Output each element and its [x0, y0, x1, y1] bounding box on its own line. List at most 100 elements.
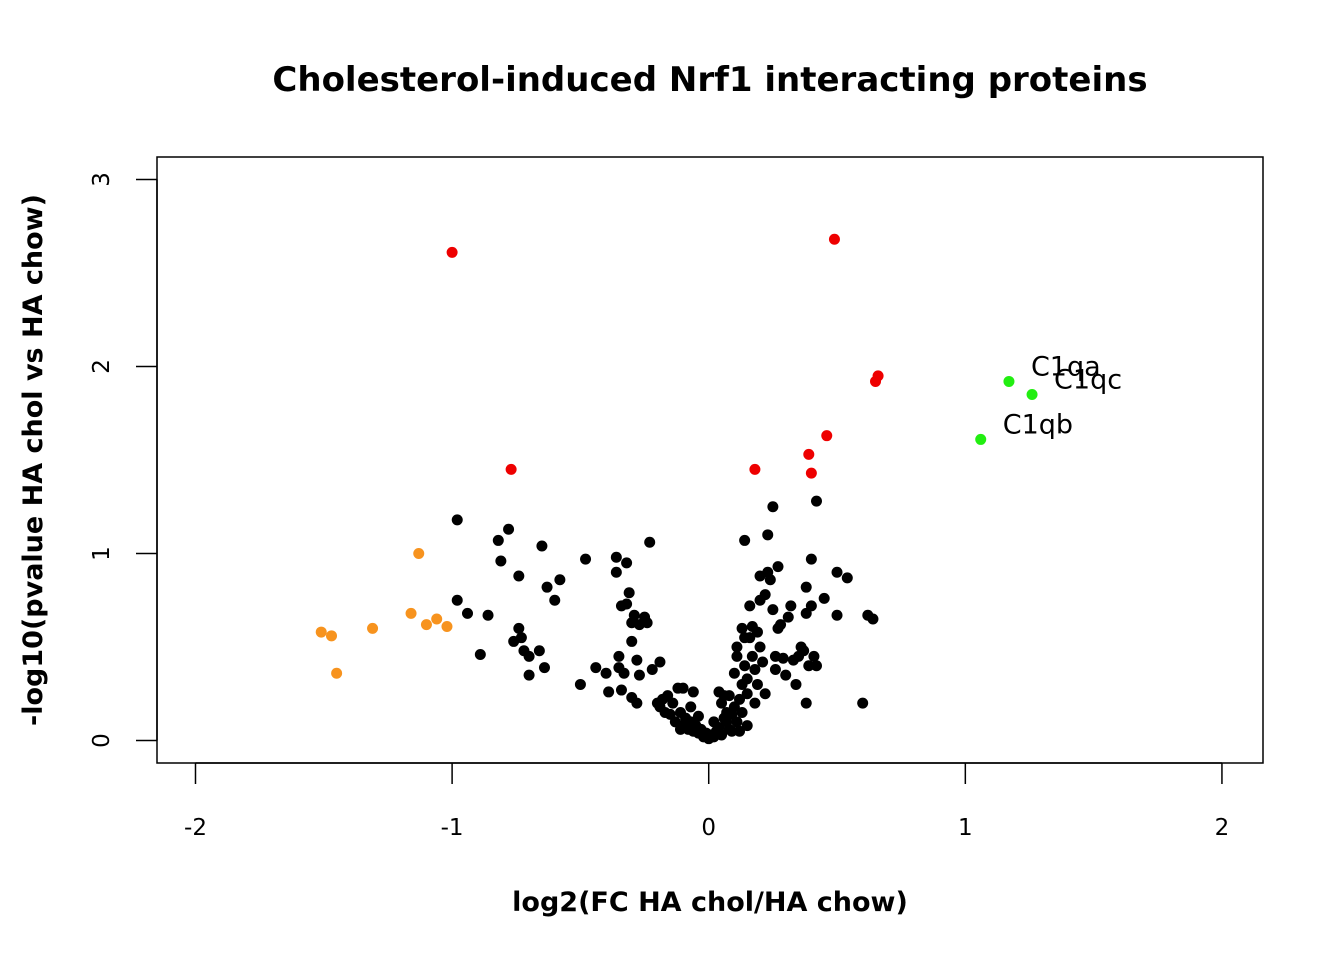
black-point [474, 649, 486, 661]
black-point [767, 501, 779, 513]
point-label-c1qc: C1qc [1054, 365, 1122, 396]
red-point [805, 467, 817, 479]
black-point [610, 566, 622, 578]
black-point [646, 663, 658, 675]
red-point [828, 233, 840, 245]
plot-frame [156, 156, 1264, 764]
black-point [805, 600, 817, 612]
black-point [541, 581, 553, 593]
black-point [734, 725, 746, 737]
x-tick-label: 1 [958, 815, 973, 841]
black-point [687, 686, 699, 698]
black-point [731, 650, 743, 662]
black-point [462, 607, 474, 619]
black-point [857, 697, 869, 709]
black-point [621, 598, 633, 610]
black-point [800, 697, 812, 709]
black-point [772, 561, 784, 573]
black-point [759, 589, 771, 601]
black-point [739, 534, 751, 546]
red-point [446, 246, 458, 258]
black-point [777, 652, 789, 664]
black-point [769, 663, 781, 675]
x-tick-label: -1 [441, 815, 464, 841]
y-tick-label: 3 [89, 172, 115, 187]
black-point [554, 574, 566, 586]
black-point [667, 697, 679, 709]
orange-point [413, 548, 425, 560]
green-point [1026, 389, 1038, 401]
black-point [451, 514, 463, 526]
black-point [513, 570, 525, 582]
black-point [818, 592, 830, 604]
black-point [790, 678, 802, 690]
black-point [590, 662, 602, 674]
black-point [726, 725, 738, 737]
black-point [685, 701, 697, 713]
black-point [810, 495, 822, 507]
orange-point [420, 619, 432, 631]
black-point [831, 566, 843, 578]
black-point [744, 632, 756, 644]
black-point [736, 622, 748, 634]
y-tick-label: 0 [89, 733, 115, 748]
black-point [800, 581, 812, 593]
red-point [803, 448, 815, 460]
x-tick-label: -2 [184, 815, 207, 841]
black-point [716, 729, 728, 741]
black-point [549, 594, 561, 606]
black-point [692, 710, 704, 722]
black-point [798, 645, 810, 657]
black-point [741, 673, 753, 685]
black-point [674, 723, 686, 735]
black-point [810, 660, 822, 672]
y-axis-label: -log10(pvalue HA chol vs HA chow) [18, 194, 49, 726]
orange-point [315, 626, 327, 638]
black-point [718, 712, 730, 724]
black-point [603, 686, 615, 698]
orange-point [367, 622, 379, 634]
black-point [723, 690, 735, 702]
black-point [728, 667, 740, 679]
black-point [482, 609, 494, 621]
black-point [495, 555, 507, 567]
black-point [757, 656, 769, 668]
black-point [623, 587, 635, 599]
black-point [759, 688, 771, 700]
orange-point [441, 620, 453, 632]
black-point [803, 660, 815, 672]
y-tick-label: 1 [89, 546, 115, 561]
orange-point [325, 630, 337, 642]
x-tick-label: 0 [701, 815, 716, 841]
black-point [751, 678, 763, 690]
red-point [749, 463, 761, 475]
black-point [764, 574, 776, 586]
black-point [677, 682, 689, 694]
black-point [615, 684, 627, 696]
black-point [628, 609, 640, 621]
black-point [782, 611, 794, 623]
black-point [626, 635, 638, 647]
green-point [1003, 375, 1015, 387]
black-point [867, 613, 879, 625]
black-point [767, 604, 779, 616]
black-point [574, 678, 586, 690]
black-point [731, 716, 743, 728]
black-point [775, 619, 787, 631]
black-point [654, 656, 666, 668]
black-point [746, 650, 758, 662]
black-point [613, 650, 625, 662]
black-point [621, 557, 633, 569]
orange-point [431, 613, 443, 625]
black-point [734, 693, 746, 705]
black-point [523, 669, 535, 681]
data-points [315, 233, 1038, 745]
black-point [644, 536, 656, 548]
x-axis-label: log2(FC HA chol/HA chow) [512, 887, 908, 918]
black-point [831, 609, 843, 621]
black-point [533, 645, 545, 657]
black-point [762, 529, 774, 541]
black-point [536, 540, 548, 552]
